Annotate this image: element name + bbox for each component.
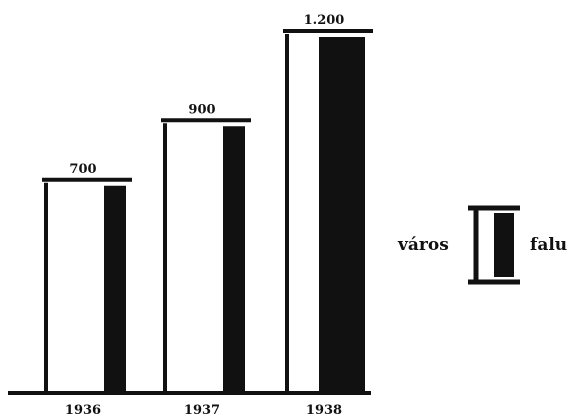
category-label-1936: 1936 bbox=[65, 403, 101, 418]
category-label-1937: 1937 bbox=[184, 403, 220, 418]
legend: város falu bbox=[397, 205, 567, 285]
legend-label-falu: falu bbox=[530, 235, 567, 255]
bar-falu-1938 bbox=[319, 37, 365, 391]
legend-falu-swatch bbox=[494, 213, 514, 277]
bar-falu-1937 bbox=[223, 126, 245, 391]
value-label-1938: 1.200 bbox=[304, 13, 345, 28]
category-label-1938: 1938 bbox=[306, 403, 342, 418]
bars-group: 700 1936 900 1937 1.200 1938 bbox=[42, 13, 373, 418]
legend-label-varos: város bbox=[397, 235, 449, 255]
value-label-1937: 900 bbox=[188, 102, 215, 117]
value-label-1936: 700 bbox=[69, 162, 96, 177]
bar-falu-1936 bbox=[104, 185, 126, 391]
